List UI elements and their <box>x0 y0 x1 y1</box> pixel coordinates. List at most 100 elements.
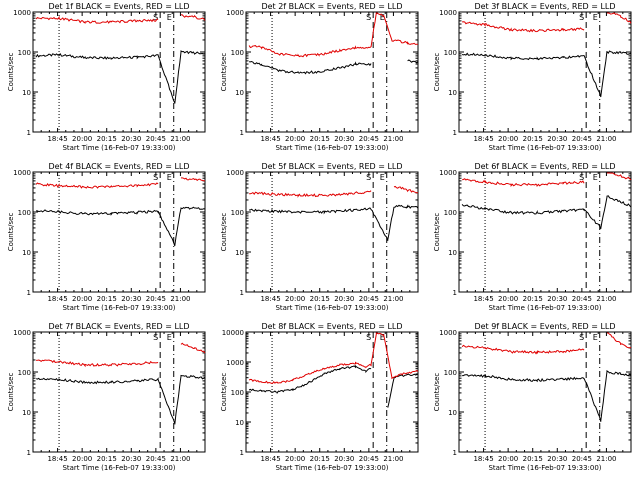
series-line <box>461 195 632 230</box>
marker-label: E <box>380 333 385 342</box>
y-tick-label: 1000 <box>226 9 244 17</box>
series-line <box>248 332 419 385</box>
marker-label: E <box>380 173 385 182</box>
series-line <box>462 12 632 33</box>
marker-label: E <box>593 173 598 182</box>
marker-label: E <box>167 333 172 342</box>
panel-title: Det 5f BLACK = Events, RED = LLD <box>261 162 402 171</box>
panel-title: Det 7f BLACK = Events, RED = LLD <box>48 322 189 331</box>
x-tick-label: 18:45 <box>260 295 280 303</box>
x-axis-label: Start Time (16-Feb-07 19:33:00) <box>62 144 175 152</box>
y-axis-label: Counts/sec <box>7 373 15 412</box>
y-tick-label: 1000 <box>226 359 244 367</box>
marker-label: E <box>167 13 172 22</box>
y-tick-label: 1 <box>27 129 31 137</box>
x-tick-label: 20:30 <box>547 455 567 463</box>
y-tick-label: 10 <box>448 249 457 257</box>
plot-frame <box>458 11 632 133</box>
panel-title: Det 1f BLACK = Events, RED = LLD <box>48 2 189 11</box>
x-tick-label: 20:15 <box>523 455 543 463</box>
series-line <box>35 374 206 425</box>
x-tick-label: 20:30 <box>121 455 141 463</box>
plot-frame <box>245 11 419 133</box>
panel: Det 5f BLACK = Events, RED = LLD 1 10 100 10… <box>220 162 419 312</box>
panel-title: Det 6f BLACK = Events, RED = LLD <box>474 162 615 171</box>
y-tick-label: 10 <box>22 89 31 97</box>
y-tick-label: 100 <box>444 49 457 57</box>
x-tick-label: 21:00 <box>596 295 616 303</box>
y-tick-label: 1000 <box>439 169 457 177</box>
x-tick-label: 20:45 <box>146 135 166 143</box>
y-tick-label: 10 <box>22 249 31 257</box>
x-tick-label: 20:30 <box>334 455 354 463</box>
panel: Det 1f BLACK = Events, RED = LLD 1 10 100 10… <box>7 2 206 152</box>
x-tick-label: 20:00 <box>72 135 92 143</box>
plot-frame <box>245 171 419 293</box>
y-tick-label: 100 <box>18 49 31 57</box>
series-line <box>462 369 632 422</box>
y-axis-label: Counts/sec <box>433 373 441 412</box>
x-tick-label: 20:15 <box>310 455 330 463</box>
x-tick-label: 20:45 <box>146 455 166 463</box>
x-tick-label: 20:15 <box>310 295 330 303</box>
y-tick-label: 1000 <box>13 329 31 337</box>
x-tick-label: 20:00 <box>285 295 305 303</box>
x-tick-label: 20:45 <box>572 135 592 143</box>
x-tick-label: 20:15 <box>97 295 117 303</box>
marker-label: E <box>167 173 172 182</box>
x-tick-label: 20:30 <box>121 295 141 303</box>
x-tick-label: 20:45 <box>572 455 592 463</box>
x-tick-label: 20:30 <box>547 295 567 303</box>
x-tick-label: 20:30 <box>547 135 567 143</box>
series-line <box>249 204 419 241</box>
y-tick-label: 100 <box>231 49 244 57</box>
x-axis-label: Start Time (16-Feb-07 19:33:00) <box>275 144 388 152</box>
x-tick-label: 20:00 <box>498 295 518 303</box>
x-axis-label: Start Time (16-Feb-07 19:33:00) <box>275 464 388 472</box>
y-tick-label: 100 <box>18 209 31 217</box>
panel-title: Det 3f BLACK = Events, RED = LLD <box>474 2 615 11</box>
marker-label: S <box>153 13 158 22</box>
x-tick-label: 20:15 <box>97 455 117 463</box>
y-tick-label: 1000 <box>439 329 457 337</box>
y-axis-label: Counts/sec <box>220 373 228 412</box>
x-axis-label: Start Time (16-Feb-07 19:33:00) <box>62 464 175 472</box>
x-tick-label: 20:00 <box>285 135 305 143</box>
x-tick-label: 21:00 <box>596 455 616 463</box>
marker-label: S <box>366 173 371 182</box>
panel: Det 9f BLACK = Events, RED = LLD 1 10 100 10… <box>433 322 632 472</box>
panel: Det 4f BLACK = Events, RED = LLD 1 10 100 10… <box>7 162 206 312</box>
x-tick-label: 20:45 <box>359 135 379 143</box>
y-tick-label: 100 <box>444 209 457 217</box>
series-line <box>249 59 419 75</box>
y-tick-label: 100 <box>231 389 244 397</box>
plot-frame <box>32 11 206 133</box>
x-tick-label: 18:45 <box>473 455 493 463</box>
marker-label: S <box>579 333 584 342</box>
panel-title: Det 8f BLACK = Events, RED = LLD <box>261 322 402 331</box>
y-axis-label: Counts/sec <box>433 213 441 252</box>
x-axis-label: Start Time (16-Feb-07 19:33:00) <box>488 144 601 152</box>
y-tick-label: 1000 <box>439 9 457 17</box>
x-tick-label: 18:45 <box>473 295 493 303</box>
y-tick-label: 10 <box>22 409 31 417</box>
y-tick-label: 1 <box>240 449 244 457</box>
x-tick-label: 20:00 <box>498 135 518 143</box>
y-axis-label: Counts/sec <box>220 53 228 92</box>
x-tick-label: 21:00 <box>383 135 403 143</box>
y-tick-label: 10 <box>235 419 244 427</box>
y-tick-label: 1000 <box>226 169 244 177</box>
series-line <box>248 364 419 408</box>
x-tick-label: 18:45 <box>260 135 280 143</box>
marker-label: E <box>593 13 598 22</box>
panel-title: Det 4f BLACK = Events, RED = LLD <box>48 162 189 171</box>
series-line <box>36 206 206 247</box>
x-tick-label: 20:45 <box>572 295 592 303</box>
marker-label: E <box>380 13 385 22</box>
marker-label: S <box>579 173 584 182</box>
x-tick-label: 18:45 <box>260 455 280 463</box>
x-tick-label: 20:45 <box>359 295 379 303</box>
panel: Det 2f BLACK = Events, RED = LLD 1 10 100 10… <box>220 2 419 152</box>
marker-label: S <box>153 333 158 342</box>
x-tick-label: 21:00 <box>170 295 190 303</box>
